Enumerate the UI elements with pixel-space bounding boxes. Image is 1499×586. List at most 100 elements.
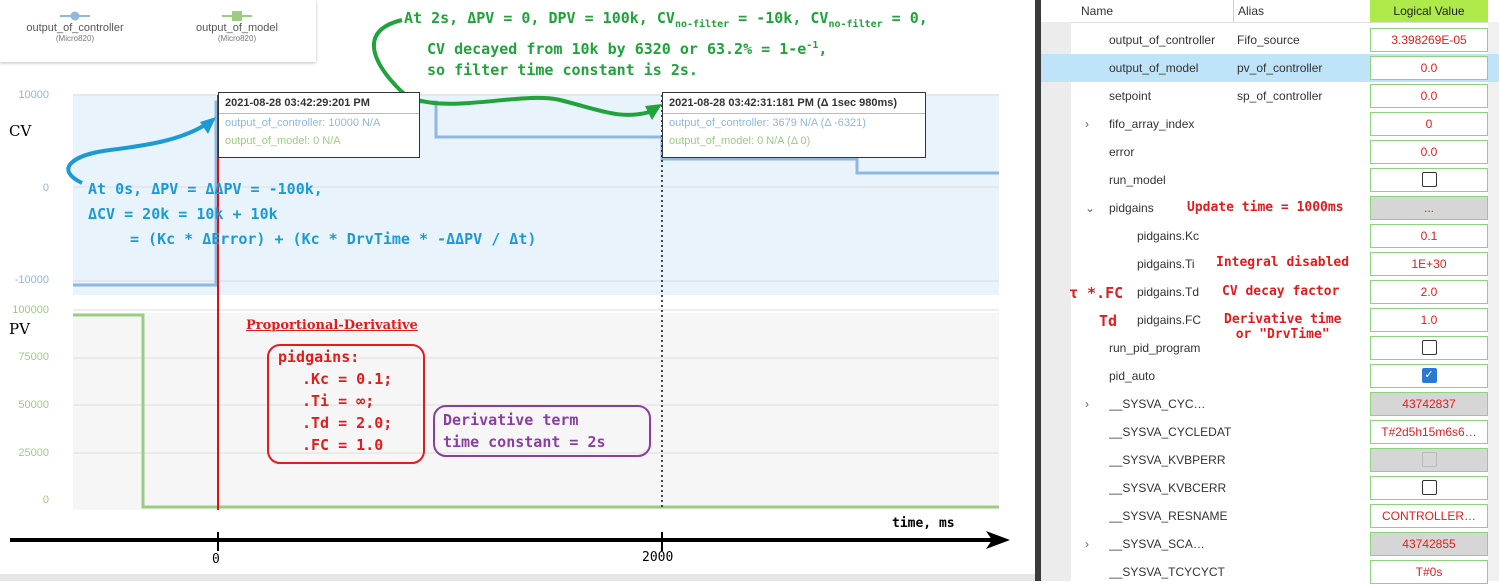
time-axis-label: time, ms <box>892 516 955 531</box>
chevron-right-icon[interactable]: › <box>1085 537 1089 551</box>
variable-row[interactable]: setpoint sp_of_controller 0.0 <box>1041 82 1499 110</box>
tooltip-row-controller: output_of_controller: 3679 N/A (Δ -6321) <box>669 117 866 129</box>
column-header-alias[interactable]: Alias <box>1233 0 1264 22</box>
checkbox-icon[interactable] <box>1421 452 1437 468</box>
legend-item-model[interactable]: output_of_model (Micro820) <box>167 4 307 43</box>
variable-value[interactable]: ... <box>1370 196 1488 220</box>
checkbox-icon[interactable] <box>1421 480 1437 496</box>
chevron-right-icon[interactable]: › <box>1085 117 1089 131</box>
chart-legend: output_of_controller (Micro820) output_o… <box>0 0 316 62</box>
variable-row[interactable]: __SYSVA_SCA… › 43742855 <box>1041 530 1499 558</box>
variable-value-text: 1.0 <box>1420 313 1438 327</box>
pane-splitter[interactable] <box>1035 0 1041 581</box>
variable-value[interactable] <box>1370 336 1488 360</box>
variable-name: pidgains.Td <box>1137 285 1200 299</box>
variable-value[interactable]: T#0s <box>1370 560 1488 584</box>
variables-panel: Name Alias Logical Value output_of_contr… <box>1041 0 1499 584</box>
legend-series-name: output_of_model <box>196 22 278 34</box>
variable-alias: sp_of_controller <box>1237 89 1323 103</box>
green-note-line: so filter time constant is 2s. <box>427 61 698 79</box>
variable-name: __SYSVA_RESNAME <box>1109 509 1228 523</box>
column-header-value[interactable]: Logical Value <box>1370 0 1488 22</box>
trend-chart[interactable] <box>0 0 1035 581</box>
variable-value[interactable]: 0.0 <box>1370 140 1488 164</box>
vertical-scrollbar[interactable] <box>1488 22 1499 581</box>
variable-name: pidgains.Kc <box>1137 229 1200 243</box>
model-series-marker-icon <box>222 11 252 21</box>
variable-value-text: T#2d5h15m6s6… <box>1381 425 1477 439</box>
row-gutter <box>1041 22 1071 581</box>
variable-row[interactable]: __SYSVA_TCYCYCT T#0s <box>1041 558 1499 586</box>
pidgains-line: .Ti = ∞; <box>302 392 375 410</box>
blue-note-line: At 0s, ΔPV = ΔΔPV = -100k, <box>88 180 323 198</box>
variable-value[interactable]: 0.0 <box>1370 56 1488 80</box>
variable-value[interactable]: 43742837 <box>1370 392 1488 416</box>
variable-value[interactable]: 43742855 <box>1370 532 1488 556</box>
legend-item-controller[interactable]: output_of_controller (Micro820) <box>5 4 145 43</box>
variable-name: fifo_array_index <box>1109 117 1195 131</box>
pd-title: Proportional-Derivative <box>246 318 418 333</box>
checkbox-icon[interactable] <box>1421 172 1437 188</box>
variable-row[interactable]: __SYSVA_KVBCERR <box>1041 474 1499 502</box>
tooltip-row-controller: output_of_controller: 10000 N/A <box>225 117 381 129</box>
green-note-line: = -10k, CV <box>729 9 829 27</box>
variable-row[interactable]: run_model <box>1041 166 1499 194</box>
grid <box>73 94 999 454</box>
note-line: or "DrvTime" <box>1235 327 1330 342</box>
variable-value[interactable]: 0 <box>1370 112 1488 136</box>
green-note-line: = 0, <box>882 9 928 27</box>
variable-row[interactable]: __SYSVA_CYCLEDAT T#2d5h15m6s6… <box>1041 418 1499 446</box>
cv-tick-label: -10000 <box>14 274 49 286</box>
note-cv-decay: CV decay factor <box>1222 284 1340 299</box>
checkbox-checked-icon[interactable]: ✓ <box>1421 368 1437 384</box>
variable-value[interactable]: 3.398269E-05 <box>1370 28 1488 52</box>
variable-value[interactable]: 0.1 <box>1370 224 1488 248</box>
chevron-down-icon[interactable]: ⌄ <box>1085 201 1096 215</box>
variable-row[interactable]: __SYSVA_RESNAME CONTROLLER… <box>1041 502 1499 530</box>
variable-value[interactable]: CONTROLLER… <box>1370 504 1488 528</box>
variable-value[interactable]: ✓ <box>1370 364 1488 388</box>
variable-row[interactable]: __SYSVA_KVBPERR <box>1041 446 1499 474</box>
variable-row[interactable]: pidgains.Kc 0.1 <box>1041 222 1499 250</box>
pidgains-line: pidgains: <box>278 348 360 366</box>
variable-value[interactable] <box>1370 476 1488 500</box>
green-note-line: At 2s, ΔPV = 0, DPV = 100k, CV <box>404 9 675 27</box>
model-series-line <box>73 313 999 509</box>
variable-row[interactable]: pidgains ⌄... <box>1041 194 1499 222</box>
variable-value[interactable] <box>1370 448 1488 472</box>
blue-annotation-arrow <box>66 123 207 185</box>
green-note-sup: -1 <box>806 40 819 51</box>
variable-value-text: T#0s <box>1415 565 1443 579</box>
variable-value[interactable]: 1E+30 <box>1370 252 1488 276</box>
variable-alias: Fifo_source <box>1237 33 1300 47</box>
variable-value[interactable] <box>1370 168 1488 192</box>
variable-row[interactable]: pidgains.Td 2.0 <box>1041 278 1499 306</box>
variable-value[interactable]: T#2d5h15m6s6… <box>1370 420 1488 444</box>
variable-row[interactable]: output_of_model pv_of_controller 0.0 <box>1041 54 1499 82</box>
time-tick-label: 2000 <box>642 550 674 565</box>
variable-row[interactable]: fifo_array_index › 0 <box>1041 110 1499 138</box>
checkbox-icon[interactable] <box>1421 340 1437 356</box>
variable-name: setpoint <box>1109 89 1152 103</box>
column-header-name[interactable]: Name <box>1081 4 1114 18</box>
variable-value[interactable]: 1.0 <box>1370 308 1488 332</box>
variable-row[interactable]: output_of_controller Fifo_source 3.398269E… <box>1041 26 1499 54</box>
pv-tick-label: 50000 <box>18 399 49 411</box>
variable-value-text: CONTROLLER… <box>1381 509 1476 523</box>
variable-row[interactable]: pidgains.FC 1.0 <box>1041 306 1499 334</box>
legend-series-sub: (Micro820) <box>217 34 257 43</box>
chevron-right-icon[interactable]: › <box>1085 397 1089 411</box>
variable-row[interactable]: error 0.0 <box>1041 138 1499 166</box>
variable-value-text: 3.398269E-05 <box>1391 33 1467 47</box>
horizontal-scrollbar[interactable] <box>0 574 1035 581</box>
variable-value-text: 0.0 <box>1420 89 1438 103</box>
blue-annotation: At 0s, ΔPV = ΔΔPV = -100k, ΔCV = 20k = 1… <box>88 177 536 252</box>
variable-row[interactable]: pid_auto ✓ <box>1041 362 1499 390</box>
variable-value-text: 0.0 <box>1420 145 1438 159</box>
variable-row[interactable]: run_pid_program <box>1041 334 1499 362</box>
variable-row[interactable]: pidgains.Ti 1E+30 <box>1041 250 1499 278</box>
variable-value[interactable]: 2.0 <box>1370 280 1488 304</box>
variable-row[interactable]: __SYSVA_CYC… › 43742837 <box>1041 390 1499 418</box>
variable-value[interactable]: 0.0 <box>1370 84 1488 108</box>
variable-name: __SYSVA_CYC… <box>1109 397 1206 411</box>
